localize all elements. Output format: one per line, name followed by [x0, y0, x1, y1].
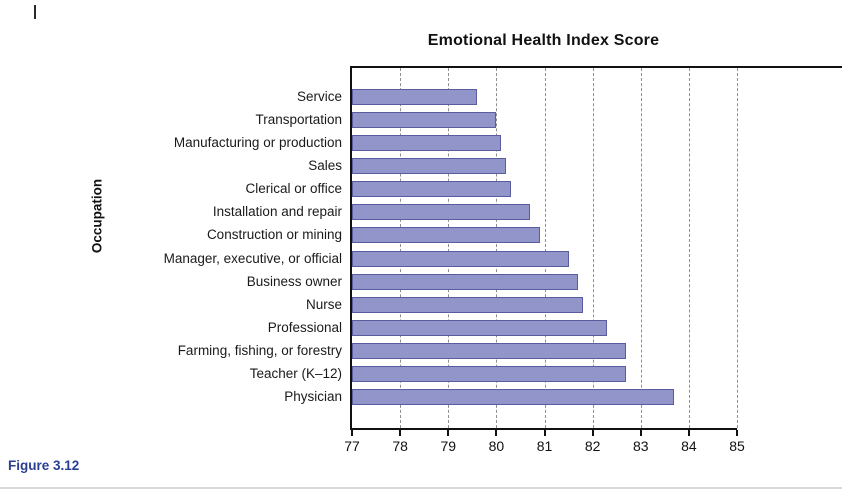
category-label: Farming, fishing, or forestry: [177, 342, 342, 358]
figure-caption: Figure 3.12: [8, 458, 80, 473]
x-axis-tick: [351, 430, 353, 436]
category-label: Construction or mining: [206, 227, 342, 243]
category-label: Transportation: [255, 112, 342, 128]
bar: [352, 389, 675, 406]
bar: [352, 227, 540, 244]
category-label: Manager, executive, or official: [163, 250, 342, 266]
gridline: [544, 68, 546, 428]
bottom-divider: [0, 487, 842, 489]
category-labels: Service Transportation Manufacturing or pr…: [0, 68, 342, 428]
bar: [352, 250, 569, 267]
plot-area: 77 78 79 80 81 82 83 84 85: [344, 68, 745, 454]
category-label: Physician: [284, 389, 342, 405]
x-tick-label: 78: [392, 438, 408, 454]
category-label: Teacher (K–12): [249, 365, 342, 381]
bar: [352, 112, 497, 129]
page-border-mark: [34, 5, 36, 19]
x-tick-label: 82: [584, 438, 601, 454]
category-label: Business owner: [246, 273, 342, 289]
category-label: Service: [296, 89, 342, 104]
bar: [352, 181, 511, 198]
x-axis-tick: [639, 430, 642, 436]
chart-top-rule: [350, 66, 842, 68]
gridline: [688, 68, 690, 428]
bar: [352, 365, 627, 382]
category-label: Nurse: [305, 296, 342, 312]
gridline: [496, 68, 498, 428]
x-tick-label: 77: [344, 438, 360, 454]
x-axis-tick: [495, 430, 498, 436]
gridline: [737, 68, 738, 428]
x-axis-tick: [736, 430, 738, 436]
category-label: Clerical or office: [245, 181, 342, 197]
category-label: Professional: [267, 319, 342, 335]
gridline: [640, 68, 642, 428]
gridline: [448, 68, 450, 428]
x-tick-label: 81: [536, 438, 553, 454]
bar: [352, 296, 583, 313]
x-axis-tick: [687, 430, 690, 436]
x-tick-label: 83: [632, 438, 649, 454]
gridline: [400, 68, 402, 428]
bar: [352, 158, 506, 175]
x-tick-label: 80: [488, 438, 505, 454]
x-axis-tick: [591, 430, 594, 436]
category-label: Sales: [308, 158, 342, 174]
gridline: [592, 68, 594, 428]
x-axis-tick: [399, 430, 402, 436]
bar: [352, 273, 579, 290]
x-axis-tick: [447, 430, 450, 436]
x-axis-tick: [543, 430, 546, 436]
x-tick-label: 85: [729, 438, 745, 454]
chart-title: Emotional Health Index Score: [427, 32, 660, 49]
bar: [352, 89, 478, 105]
bar: [352, 319, 608, 336]
x-tick-label: 79: [440, 438, 457, 454]
x-tick-label: 84: [681, 438, 697, 454]
category-label: Manufacturing or production: [173, 135, 342, 151]
bar: [352, 342, 627, 359]
bar: [352, 204, 531, 221]
category-label: Installation and repair: [212, 204, 342, 220]
bar: [352, 135, 502, 152]
